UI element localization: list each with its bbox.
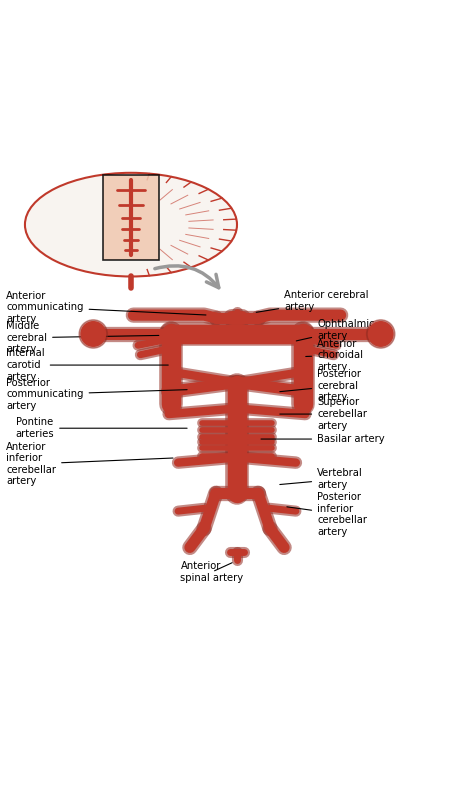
Text: Anterior cerebral
artery: Anterior cerebral artery — [256, 290, 369, 312]
Text: Posterior
communicating
artery: Posterior communicating artery — [6, 377, 187, 411]
Ellipse shape — [25, 173, 237, 276]
Text: Anterior
spinal artery: Anterior spinal artery — [181, 561, 244, 583]
Text: Basilar artery: Basilar artery — [261, 434, 385, 444]
Circle shape — [366, 320, 395, 348]
Text: Anterior
choroidal
artery: Anterior choroidal artery — [306, 338, 363, 372]
Text: Middle
cerebral
artery: Middle cerebral artery — [6, 321, 159, 354]
FancyBboxPatch shape — [103, 176, 159, 260]
Circle shape — [81, 322, 106, 346]
FancyArrowPatch shape — [155, 266, 219, 288]
Text: Pontine
arteries: Pontine arteries — [16, 417, 187, 439]
Text: Posterior
cerebral
artery: Posterior cerebral artery — [280, 369, 361, 402]
Text: Vertebral
artery: Vertebral artery — [280, 468, 363, 490]
Text: Ophthalmic
artery: Ophthalmic artery — [296, 319, 375, 341]
Text: Superior
cerebellar
artery: Superior cerebellar artery — [280, 397, 367, 431]
Text: Anterior
communicating
artery: Anterior communicating artery — [6, 290, 206, 324]
Text: Anterior
inferior
cerebellar
artery: Anterior inferior cerebellar artery — [6, 441, 173, 487]
Circle shape — [79, 320, 108, 348]
Text: Internal
carotid
artery: Internal carotid artery — [6, 349, 168, 381]
Circle shape — [368, 322, 393, 346]
Text: Posterior
inferior
cerebellar
artery: Posterior inferior cerebellar artery — [287, 492, 367, 537]
